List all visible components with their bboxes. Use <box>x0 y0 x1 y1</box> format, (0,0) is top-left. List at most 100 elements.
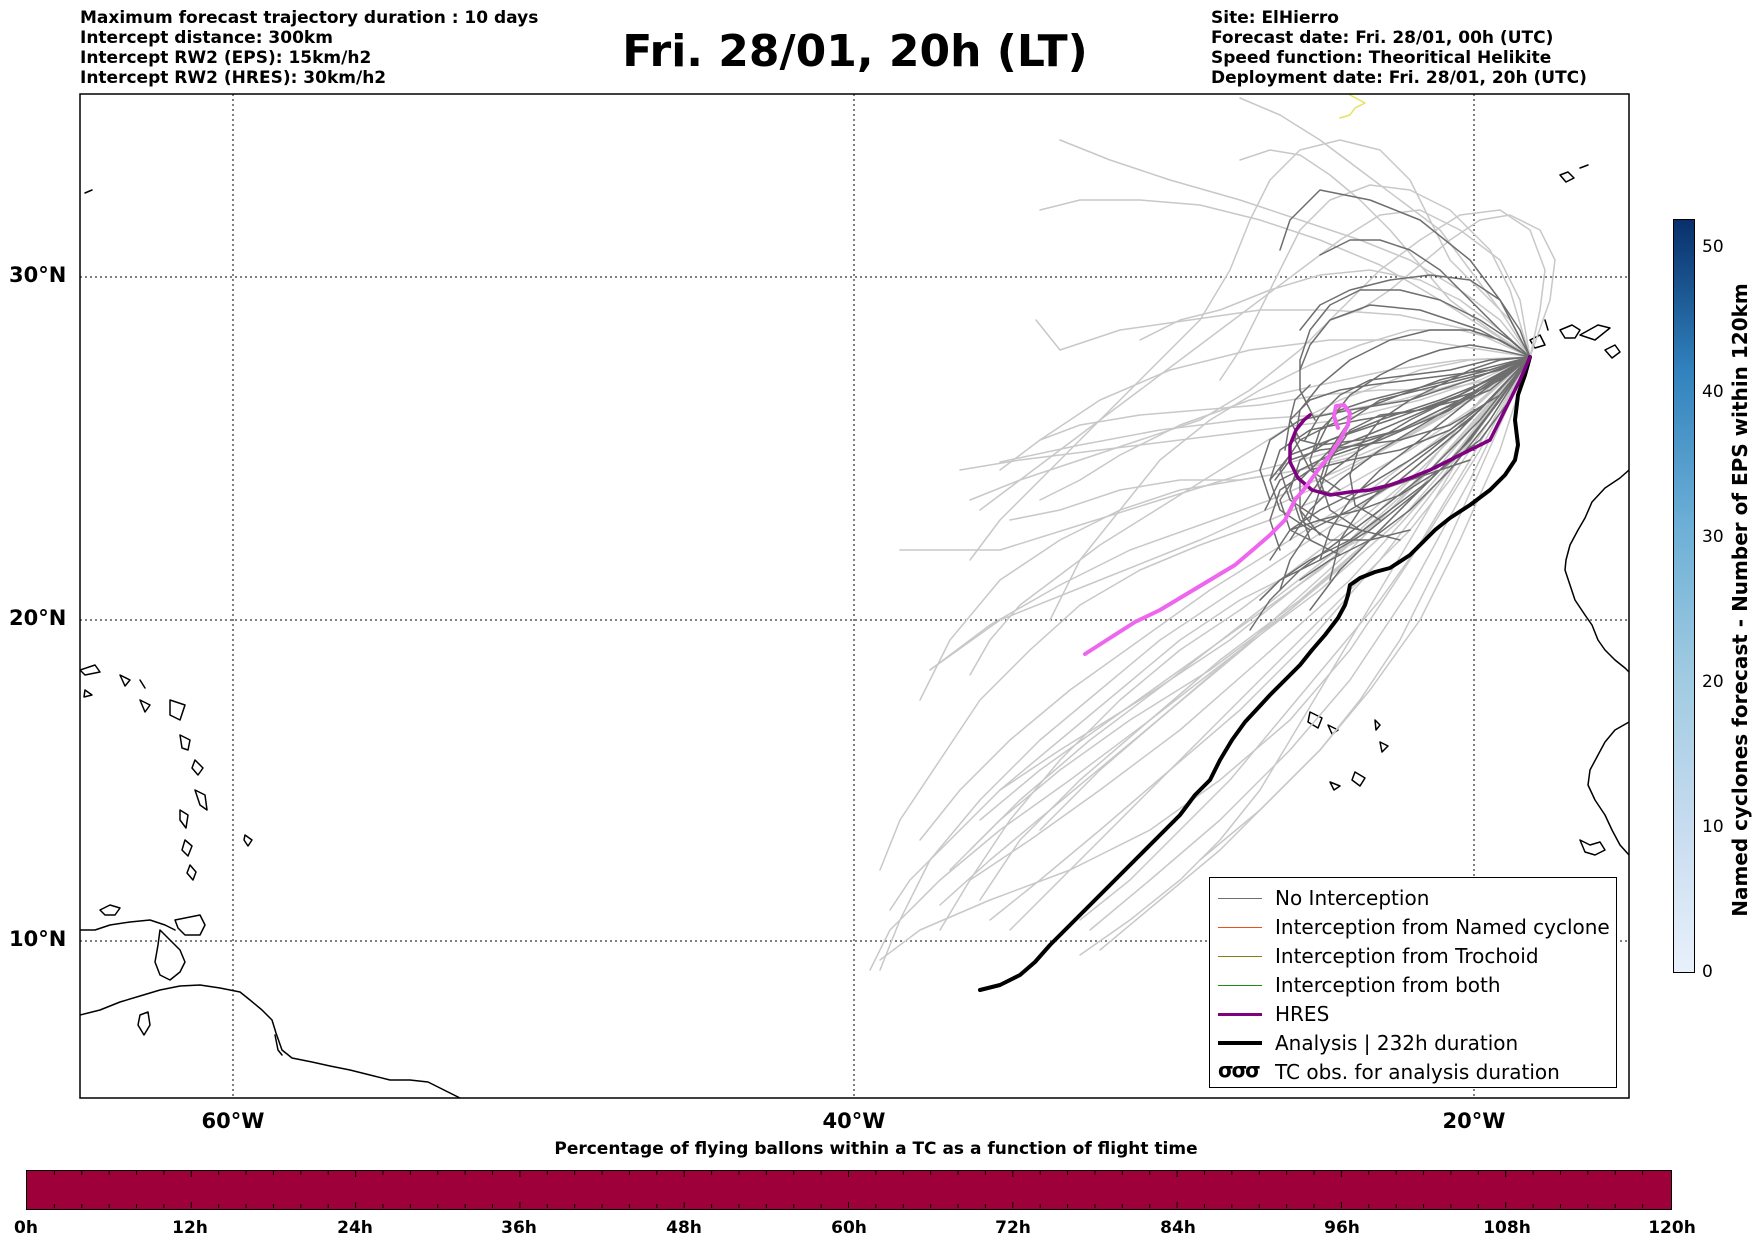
cape-verde-island <box>1307 711 1323 729</box>
legend-swatch <box>1218 985 1262 986</box>
madeira <box>1579 164 1589 169</box>
cape-verde-island <box>1329 781 1341 791</box>
time-tick: 60h <box>831 1218 867 1238</box>
percentage-bar <box>26 1170 1672 1210</box>
trajectory <box>979 209 1531 511</box>
africa-coast-south <box>1587 721 1629 856</box>
trajectory <box>1299 356 1531 581</box>
hres-intercept-track <box>1083 403 1352 656</box>
time-tick: 84h <box>1160 1218 1196 1238</box>
trajectory <box>1239 97 1531 358</box>
legend-swatch <box>1218 956 1262 957</box>
time-tick: 48h <box>666 1218 702 1238</box>
colorbar-label: Named cyclones forecast - Number of EPS … <box>1728 283 1752 917</box>
legend-item-analysis: Analysis | 232h duration <box>1210 1029 1616 1058</box>
header-line: Deployment date: Fri. 28/01, 20h (UTC) <box>1211 68 1587 88</box>
header-line: Forecast date: Fri. 28/01, 00h (UTC) <box>1211 28 1554 48</box>
trajectory <box>1089 356 1531 931</box>
trajectory <box>1039 199 1531 358</box>
lat-label-20n: 20°N <box>9 606 67 630</box>
legend-swatch <box>1218 927 1262 928</box>
antilles-island <box>83 689 93 698</box>
trajectory <box>1294 329 1531 491</box>
legend-label: Interception from Named cyclone <box>1275 915 1610 939</box>
analysis-track <box>978 355 1532 992</box>
trajectory <box>1279 189 1531 358</box>
colorbar-tick: 20 <box>1702 672 1724 692</box>
colorbar-tick: 10 <box>1702 817 1724 837</box>
lon-label-60w: 60°W <box>201 1109 265 1133</box>
header-line: Maximum forecast trajectory duration : 1… <box>80 8 539 28</box>
trajectory <box>1274 356 1531 481</box>
time-tick: 120h <box>1648 1218 1696 1238</box>
percentage-bar-ticks <box>53 1171 1644 1208</box>
trajectory <box>1039 356 1531 831</box>
legend-item-hres: HRES <box>1210 1000 1616 1029</box>
legend-label: Analysis | 232h duration <box>1275 1031 1519 1055</box>
colorbar-tick: 0 <box>1702 962 1713 982</box>
bermuda <box>84 189 93 194</box>
colorbar-tick: 40 <box>1702 382 1724 402</box>
trajectory <box>1289 356 1531 541</box>
legend-swatch <box>1218 1041 1262 1045</box>
trajectory <box>1009 356 1531 931</box>
header-info-left: Maximum forecast trajectory duration : 1… <box>80 8 538 88</box>
antilles-island <box>179 809 189 829</box>
antilles-island <box>191 759 204 776</box>
trajectory <box>1259 356 1531 501</box>
lat-label-30n: 30°N <box>9 263 67 287</box>
antilles-island <box>119 674 131 687</box>
legend-label: Interception from both <box>1275 973 1501 997</box>
antilles-island <box>80 664 101 676</box>
coast-island <box>137 1011 151 1036</box>
hres-track <box>1288 355 1532 497</box>
trajectory <box>999 339 1531 471</box>
header-line: Intercept RW2 (HRES): 30km/h2 <box>80 68 387 88</box>
trajectory <box>1269 356 1531 551</box>
africa-coast-north <box>1564 469 1629 673</box>
antilles-island <box>179 734 191 751</box>
trajectory <box>1264 356 1531 511</box>
trajectory <box>1284 356 1531 451</box>
antilles-island <box>194 789 208 811</box>
map-frame <box>79 93 1630 1099</box>
no-interception-trajectories <box>1249 189 1531 631</box>
trajectory <box>1299 274 1531 358</box>
trajectory <box>1299 304 1531 371</box>
barbados <box>243 834 253 847</box>
lat-label-10n: 10°N <box>9 927 67 951</box>
canary-island <box>1559 324 1581 339</box>
antilles-island <box>139 679 146 689</box>
cape-verde-island <box>1351 771 1366 787</box>
header-line: Site: ElHierro <box>1211 8 1339 28</box>
trajectory <box>1279 356 1531 591</box>
antilles-island <box>139 699 151 713</box>
trajectory <box>1049 329 1531 621</box>
tobago-area <box>174 914 206 936</box>
colorbar-tick: 50 <box>1702 237 1724 257</box>
time-tick: 96h <box>1324 1218 1360 1238</box>
trajectory <box>1199 356 1531 861</box>
madeira <box>1559 171 1575 183</box>
trajectory <box>1035 309 1531 358</box>
colorbar-tick: 30 <box>1702 527 1724 547</box>
trajectory <box>1309 356 1531 521</box>
africa-coast-inlet <box>1579 839 1606 856</box>
trajectory <box>1039 356 1531 441</box>
header-line: Intercept RW2 (EPS): 15km/h2 <box>80 48 372 68</box>
canary-island <box>1544 319 1549 331</box>
canary-island <box>1579 324 1611 341</box>
legend-item-tc-obs: σσσ TC obs. for analysis duration <box>1210 1058 1616 1087</box>
antilles-island <box>186 864 197 881</box>
trajectory <box>1289 356 1531 541</box>
legend-swatch <box>1218 1013 1262 1016</box>
trajectory <box>1319 356 1531 561</box>
trajectory <box>1299 356 1531 536</box>
trajectory <box>1329 214 1556 358</box>
eps-trajectories-faded <box>869 97 1556 971</box>
legend-label: Interception from Trochoid <box>1275 944 1539 968</box>
south-america-coast <box>80 984 461 1098</box>
canary-island <box>1604 344 1621 359</box>
trinidad <box>154 929 186 981</box>
trajectory-yellow <box>1339 94 1366 119</box>
